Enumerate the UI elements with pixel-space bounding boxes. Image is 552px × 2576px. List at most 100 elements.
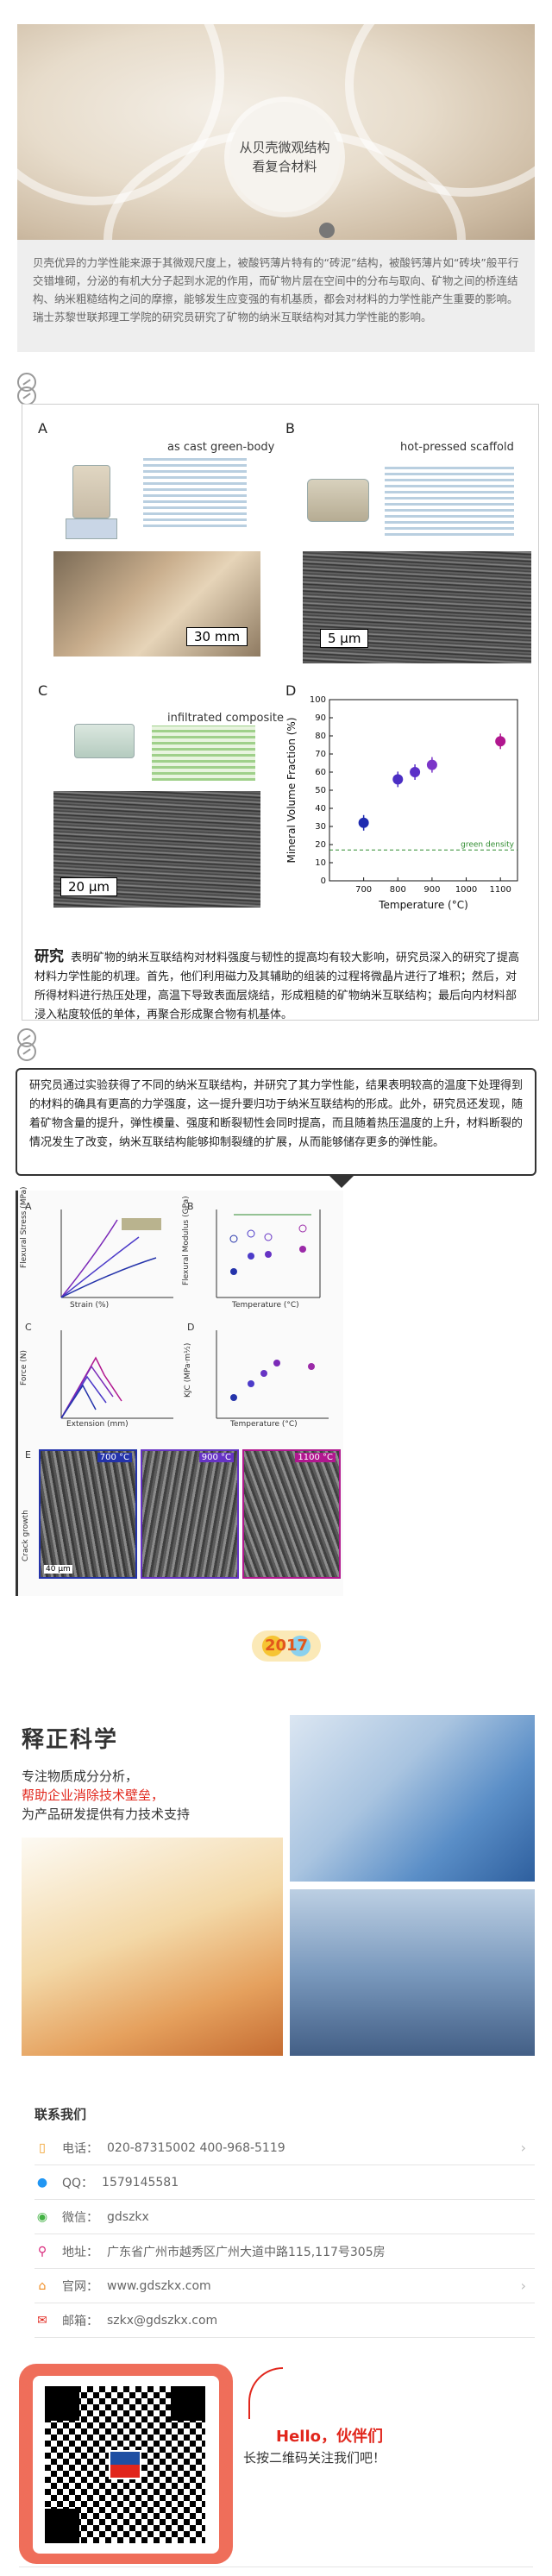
caption-text: 表明矿物的纳米互联结构对材料强度与韧性的提高均有较大影响，研究员深入的研究了提高… <box>34 952 520 1021</box>
y-tick-label: 20 <box>315 840 326 850</box>
contact-qq-value: 1579145581 <box>102 2175 179 2190</box>
fig2-d-xlabel: Temperature (°C) <box>230 1420 298 1429</box>
fig2-d: D <box>187 1322 195 1333</box>
wechat-icon: ◉ <box>36 2209 48 2224</box>
tagline-2: 帮助企业消除技术壁垒， <box>22 1787 165 1803</box>
panel-b-title: hot-pressed scaffold <box>400 441 514 454</box>
contact-address[interactable]: ⚲ 地址： 广东省广州市越秀区广州大道中路115,117号305房 <box>34 2234 535 2269</box>
data-point <box>392 774 404 785</box>
x-tick-label: 1000 <box>455 885 477 895</box>
sample-photo: 30 mm <box>53 551 260 657</box>
y-tick-label: 90 <box>315 713 326 723</box>
infiltrated-disc <box>74 724 135 758</box>
lab-photo-glassware <box>22 1838 283 2056</box>
scale-bar-c: 20 μm <box>60 877 118 896</box>
qr-logo <box>109 2450 141 2479</box>
fig2-d-ylabel: KJC (MPa·m½) <box>184 1342 192 1398</box>
volume-fraction-chart: 700 800 900 1000 11000102030405060708090100 … <box>285 695 518 911</box>
y-tick-label: 40 <box>315 804 326 814</box>
contact-phone-value: 020-87315002 400-968-5119 <box>107 2140 285 2155</box>
qq-icon: ● <box>36 2175 48 2190</box>
pressed-disc <box>307 479 369 522</box>
contact-website-value: www.gdszkx.com <box>107 2278 211 2293</box>
chart-ticks: 700 800 900 1000 1100 0 10 20 30 40 50 60 70 80 90 100 <box>310 695 511 895</box>
lab-photo-pipette <box>290 1889 535 2056</box>
green-body-cylinder <box>72 465 110 518</box>
hero-badge: 从贝壳微观结构 看复合材料 <box>229 102 340 212</box>
crack-700-label: 700 °C <box>97 1453 132 1462</box>
location-pin-icon: ⚲ <box>37 2244 47 2259</box>
scale-bar-a: 30 mm <box>186 627 248 646</box>
arrow-decoration <box>248 2367 283 2419</box>
hero-badge-line2: 看复合材料 <box>252 159 317 174</box>
figure-2: A B C D E Strain (%) Flexural Stress (MP… <box>16 1186 343 1596</box>
chevron-right-icon: › <box>520 2278 526 2294</box>
chart-frame <box>329 699 518 882</box>
crack-900: 900 °C <box>141 1449 239 1579</box>
fig2-b-plot <box>216 1209 321 1298</box>
quote-box: 研究员通过实验获得了不同的纳米互联结构，并研究了其力学性能，结果表明较高的温度下… <box>16 1068 536 1176</box>
contact-phone-label: 电话： <box>62 2141 98 2156</box>
chart-ylabel: Mineral Volume Fraction (%) <box>285 717 298 863</box>
figure-1-caption: 研究 表明矿物的纳米互联结构对材料强度与韧性的提高均有较大影响，研究员深入的研究了… <box>34 947 526 1025</box>
chart-xlabel: Temperature (°C) <box>378 899 468 911</box>
contact-title: 联系我们 <box>34 2107 87 2122</box>
x-tick-label: 700 <box>355 885 372 895</box>
lab-photo-scientist <box>290 1715 535 1882</box>
contact-wechat-value: gdszkx <box>107 2209 149 2224</box>
fig2-b-ylabel: Flexural Modulus (GPa) <box>182 1196 191 1285</box>
data-point <box>410 767 421 777</box>
tagline-1: 专注物质成分分析， <box>22 1769 139 1784</box>
clip-icon <box>17 1042 36 1061</box>
contact-phone[interactable]: ▯ 电话： 020-87315002 400-968-5119 › <box>34 2131 535 2165</box>
y-tick-label: 30 <box>315 822 326 832</box>
fig2-a: A <box>25 1201 32 1212</box>
fig2-c: C <box>25 1322 32 1333</box>
panel-a-letter: A <box>38 420 47 437</box>
mail-icon: ✉ <box>37 2313 47 2328</box>
fig2-a-plot <box>60 1209 173 1298</box>
data-point <box>358 817 369 828</box>
y-tick-label: 50 <box>315 786 326 795</box>
chevron-right-icon: › <box>520 2139 526 2156</box>
qr-instruction: 长按二维码关注我们吧！ <box>243 2450 386 2466</box>
scale-bar-b: 5 μm <box>320 629 369 648</box>
y-tick-label: 10 <box>315 858 326 868</box>
crack-900-label: 900 °C <box>198 1453 234 1462</box>
quote-text: 研究员通过实验获得了不同的纳米互联结构，并研究了其力学性能，结果表明较高的温度下… <box>29 1079 524 1149</box>
x-tick-label: 1100 <box>489 885 511 895</box>
panel-c-title: infiltrated composite <box>167 712 284 725</box>
contact-website-label: 官网： <box>62 2279 98 2294</box>
panel-b-letter: B <box>285 420 295 437</box>
sem-composite: 20 μm <box>53 791 260 908</box>
intro-box: 贝壳优异的力学性能来源于其微观尺度上，被酸钙薄片特有的“砖泥”结构，被酸钙薄片如… <box>17 240 535 352</box>
hero-badge-line1: 从贝壳微观结构 <box>239 140 330 155</box>
tagline-3: 为产品研发提供有力技术支持 <box>22 1806 191 1822</box>
fig2-b: B <box>187 1201 194 1212</box>
fig2-d-plot <box>216 1330 329 1419</box>
stacked-platelets <box>143 458 247 527</box>
data-point <box>495 736 506 747</box>
y-tick-label: 60 <box>315 768 326 777</box>
fig2-c-ylabel: Force (N) <box>20 1350 28 1385</box>
contact-wechat[interactable]: ◉ 微信： gdszkx <box>34 2200 535 2234</box>
crack-700: 700 °C 40 μm <box>39 1449 137 1579</box>
y-tick-label: 0 <box>321 876 326 886</box>
panel-a-title: as cast green-body <box>167 441 275 454</box>
y-tick-label: 80 <box>315 732 326 741</box>
crack-growth-label: Crack growth <box>22 1510 30 1561</box>
home-icon: ⌂ <box>38 2278 47 2293</box>
contact-email[interactable]: ✉ 邮箱： szkx@gdszkx.com <box>34 2303 535 2338</box>
fig2-a-ylabel: Flexural Stress (MPa) <box>20 1186 28 1268</box>
clip-icon <box>17 386 36 405</box>
data-point <box>426 759 437 770</box>
hero-image: 从贝壳微观结构 看复合材料 <box>17 24 535 240</box>
caption-lead: 研究 <box>34 948 64 965</box>
crack-1100-label: 1100 °C <box>295 1453 336 1462</box>
fig2-e: E <box>25 1449 31 1461</box>
contact-qq[interactable]: ● QQ： 1579145581 <box>34 2165 535 2200</box>
x-tick-label: 900 <box>423 885 440 895</box>
green-density-label: green density <box>461 840 515 849</box>
y-tick-label: 70 <box>315 750 326 759</box>
contact-website[interactable]: ⌂ 官网： www.gdszkx.com › <box>34 2269 535 2303</box>
